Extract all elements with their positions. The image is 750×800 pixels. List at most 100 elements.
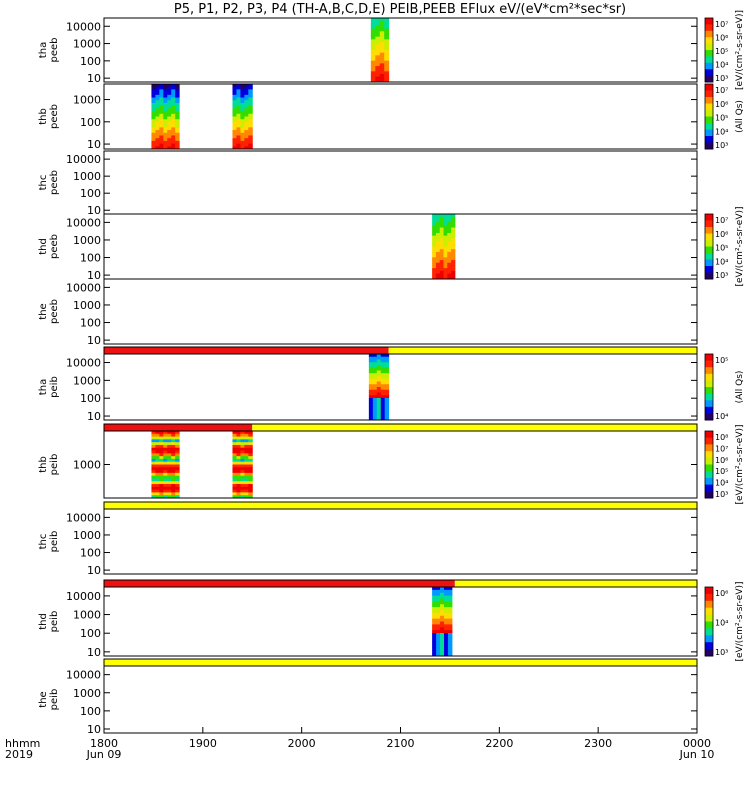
spectrogram-cell [248,475,253,479]
spectrogram-cell [151,92,156,96]
colorbar-frame [704,83,714,150]
panel-frame [103,665,698,734]
spectrogram-cell [443,589,449,594]
spectrogram-cell [432,216,437,220]
spectrogram-cell [236,439,241,443]
panel-thd_peib: 10 100 1000 10000 thd peib 10⁶ 10⁴ 10³ [eV/(cm²-s… [38,581,745,661]
spectrogram-cell [171,121,176,126]
spectrogram-cell [167,97,172,101]
spectrogram-cell [368,362,374,366]
spectrogram-cell [236,105,241,109]
spectrogram-cell [240,467,245,471]
spectrogram-cell [435,260,441,264]
spectrogram-cell [151,143,156,147]
spectrogram-cell [167,433,172,438]
spectrogram-cell [167,100,172,104]
spectrogram-cell [379,50,385,54]
spectrogram-cell [436,615,441,620]
panel-the_peeb: 10 100 1000 10000 the peeb [38,278,698,347]
colorbar: 10⁷ 10⁶ 10⁵ 10⁴ 10³ [eV/(cm²-s-sr-eV)] [704,206,745,287]
spectrogram-cell [372,392,378,396]
spectrogram-cell [451,224,456,229]
spectrogram-cell [167,124,172,128]
x-tick-label: 1800 [90,737,118,750]
spectrogram-cell [232,453,237,457]
spectrogram-cell [232,436,237,440]
spectrogram-cell [443,587,449,591]
spectrogram-cell [163,481,168,485]
spectrogram-cell [163,431,168,435]
spectrogram-cell [443,641,449,645]
colorbar-swatch [705,214,713,221]
spectrogram-cell [432,276,437,280]
spectrogram-cell [151,433,156,438]
spectrogram-cell [372,387,378,391]
spectrogram-cell [376,414,382,418]
spectrogram-cell [232,92,237,96]
spectrogram-cell [248,484,253,488]
spectrogram-cell [167,456,172,460]
spectrogram-cell [175,124,180,128]
spectrogram-cell [384,414,390,418]
spectrogram-cell [155,143,160,147]
spectrogram-cell [240,495,245,499]
spectrogram-cell [432,610,437,614]
spectrogram-cell [379,52,385,56]
spectrogram-cell [155,121,160,126]
spectrogram-cell [236,111,241,115]
y-tick-label: 10 [87,269,101,282]
spectrogram-cell [236,92,241,96]
x-year-label: 2019 [5,748,33,761]
spectrogram-cell [248,127,253,131]
spectrogram-cell [163,456,168,460]
spectrogram-cell [447,273,452,277]
spectrogram-cell [384,31,390,35]
panel-tha_peeb: 10 100 1000 10000 tha peeb 10⁷ 10⁶ 10⁵ 10⁴ 10³ [eV/… [38,10,745,90]
spectrogram-cell [232,433,237,438]
spectrogram-cell [163,138,168,142]
spectrogram-cell [451,276,456,280]
spectrogram-cell [240,450,245,454]
spectrogram-cell [171,453,176,457]
spectrogram-cell [167,436,172,440]
spectrogram-cell [244,484,249,488]
spectrogram-cell [155,124,160,128]
spectrogram-cell [447,644,453,648]
spectrogram-cell [248,132,253,136]
panel-ylabel: peeb [49,299,60,324]
spectrogram-cell [447,650,453,654]
spectrogram-cell [155,94,160,99]
spectrogram-cell [443,627,449,631]
spectrogram-cell [232,458,237,463]
spectrogram-cell [451,214,456,218]
spectrogram-cell [447,635,453,640]
y-tick-label: 10000 [66,590,101,603]
spectrogram-cell [240,492,245,496]
spectrogram-cell [439,268,444,272]
spectrogram-cell [384,47,390,51]
colorbar-tick-label: 10⁷ [715,20,728,29]
spectrogram-cell [232,478,237,482]
panel-ylabel: thb [38,456,49,473]
colorbar-swatch [705,50,713,57]
spectrogram-cell [447,268,452,272]
colorbar-tick-label: 10⁴ [715,257,728,266]
spectrogram-cell [167,444,172,449]
spectrogram-cell [376,403,382,407]
spectrogram-cell [447,241,452,245]
spectrogram-cell [236,467,241,471]
spectrogram-cell [155,447,160,452]
spectrogram-cell [151,458,156,463]
spectrogram-cell [248,442,253,446]
spectrogram-cell [368,414,374,418]
spectrogram-cell [240,456,245,460]
spectrogram-cell [443,595,449,599]
spectrogram-cell [447,627,453,631]
spectrogram-cell [236,113,241,117]
spectrogram-cell [240,489,245,493]
spectrogram-cell [171,116,176,120]
spectrogram-cell [236,132,241,136]
spectrogram-cell [163,119,168,123]
spectrogram-cell [375,23,381,27]
spectrogram-cell [447,262,452,266]
